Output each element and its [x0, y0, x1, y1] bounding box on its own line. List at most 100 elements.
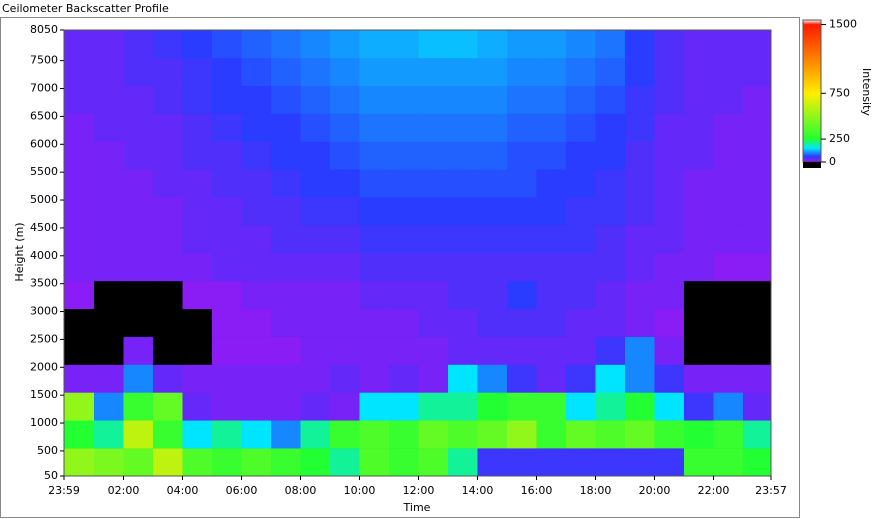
heat-cell — [359, 392, 390, 421]
heat-cell — [388, 280, 419, 310]
heat-cell — [211, 225, 242, 254]
heat-cell — [211, 364, 242, 393]
heat-cell — [654, 336, 685, 365]
heat-cell — [447, 392, 478, 421]
heat-cell — [211, 336, 242, 365]
heat-cell — [418, 57, 449, 87]
heat-cell — [565, 308, 596, 337]
heat-cell — [565, 141, 596, 170]
heat-cell — [742, 448, 772, 477]
colorbar-tick-label: 0 — [829, 155, 836, 168]
heat-cell — [123, 169, 154, 198]
heat-cell — [654, 420, 685, 449]
heat-cell — [624, 308, 655, 337]
heat-cell — [506, 336, 537, 365]
colorbar-tick-label: 750 — [829, 86, 850, 99]
heat-cell — [624, 30, 655, 59]
heat-cell — [152, 169, 183, 198]
heat-cell — [713, 197, 744, 226]
heat-cell — [624, 141, 655, 170]
heat-cell — [683, 448, 714, 477]
heat-cell — [565, 448, 596, 477]
heat-cell — [241, 225, 272, 254]
heat-cell — [742, 225, 772, 254]
heat-cell — [654, 141, 685, 170]
y-tick-label: 50 — [44, 469, 58, 482]
x-tick-label: 02:00 — [108, 484, 140, 497]
heat-cell — [300, 364, 331, 393]
heat-cell — [300, 253, 331, 282]
heat-cell — [506, 308, 537, 337]
heat-cell — [241, 448, 272, 477]
y-tick-label: 3000 — [30, 305, 58, 318]
heat-cell — [359, 420, 390, 449]
heat-cell — [565, 336, 596, 365]
heat-cell — [94, 253, 124, 282]
heat-cell — [211, 253, 242, 282]
heat-cell — [211, 197, 242, 226]
heat-cell — [683, 308, 714, 337]
heat-cell — [359, 197, 390, 226]
heat-cell — [418, 308, 449, 337]
heat-cell — [565, 85, 596, 114]
heat-cell — [654, 85, 685, 114]
heat-cell — [742, 85, 772, 114]
heat-cell — [713, 225, 744, 254]
heat-cell — [388, 253, 419, 282]
heat-cell — [654, 57, 685, 87]
heat-cell — [94, 336, 124, 365]
heat-cell — [300, 308, 331, 337]
heat-cell — [152, 57, 183, 87]
heat-cell — [241, 336, 272, 365]
heat-cell — [300, 113, 331, 142]
heat-cell — [329, 30, 360, 59]
heat-cell — [64, 392, 95, 421]
heat-cell — [152, 85, 183, 114]
colorbar-tick-label: 250 — [829, 132, 850, 145]
heat-cell — [64, 308, 95, 337]
heat-cell — [359, 85, 390, 114]
heat-cell — [359, 364, 390, 393]
heat-cell — [477, 364, 508, 393]
heat-cell — [359, 448, 390, 477]
heat-cell — [506, 197, 537, 226]
heat-cell — [241, 308, 272, 337]
heat-cell — [64, 253, 95, 282]
heat-cell — [565, 225, 596, 254]
heat-cell — [64, 57, 95, 87]
heat-cell — [447, 141, 478, 170]
heat-cell — [447, 280, 478, 310]
heat-cell — [94, 197, 124, 226]
heat-cell — [477, 420, 508, 449]
heat-cell — [506, 57, 537, 87]
heat-cell — [506, 30, 537, 59]
heat-cell — [64, 448, 95, 477]
heat-cell — [123, 280, 154, 310]
heat-cell — [418, 448, 449, 477]
heat-cell — [447, 169, 478, 198]
heat-cell — [123, 253, 154, 282]
x-tick-label: 06:00 — [226, 484, 258, 497]
heat-cell — [94, 420, 124, 449]
heat-cell — [683, 392, 714, 421]
heat-cell — [388, 448, 419, 477]
heat-cell — [447, 448, 478, 477]
x-tick-label: 22:00 — [698, 484, 730, 497]
heat-cell — [300, 141, 331, 170]
heat-cell — [270, 336, 301, 365]
heat-cell — [329, 392, 360, 421]
chart-title: Ceilometer Backscatter Profile — [2, 2, 169, 15]
heat-cell — [536, 57, 567, 87]
heat-cell — [94, 169, 124, 198]
heat-cell — [94, 392, 124, 421]
heat-cell — [64, 30, 95, 59]
heat-cell — [536, 30, 567, 59]
y-tick-label: 5000 — [30, 193, 58, 206]
heat-cell — [182, 141, 213, 170]
heat-cell — [477, 336, 508, 365]
y-axis-label: Height (m) — [13, 222, 26, 281]
y-tick-label: 6500 — [30, 109, 58, 122]
heat-cell — [329, 308, 360, 337]
heat-cell — [64, 420, 95, 449]
heat-cell — [182, 364, 213, 393]
